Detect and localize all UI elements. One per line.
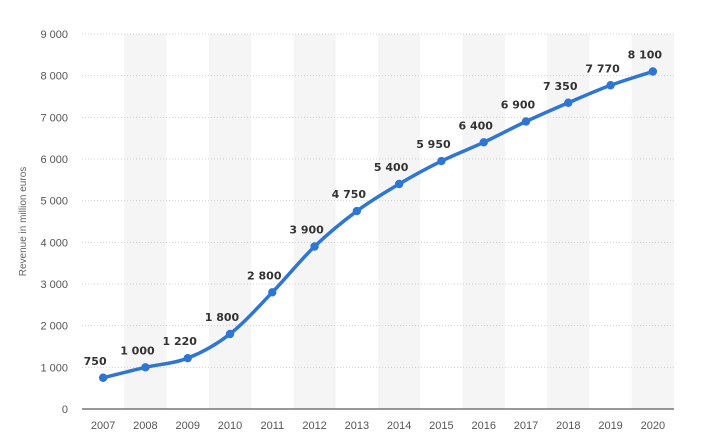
y-tick-label: 3 000 [40,279,68,291]
data-label: 8 100 [628,49,663,62]
data-label: 1 220 [162,335,197,348]
column-band [124,34,167,409]
x-tick-label: 2015 [429,420,453,432]
x-tick-label: 2019 [598,420,622,432]
data-point[interactable] [437,156,446,166]
y-tick-label: 0 [62,404,68,416]
data-label: 4 750 [332,188,367,201]
column-band [378,34,421,409]
data-label: 750 [84,355,107,368]
data-label: 1 000 [120,344,155,357]
y-axis-label: Revenue in million euros [18,167,29,277]
x-tick-label: 2020 [641,420,665,432]
x-axis-ticks: 2007 2008 2009 2010 2011 2012 2013 2014 2015 2016… [91,420,665,432]
x-tick-label: 2011 [260,420,284,432]
x-tick-label: 2009 [175,420,199,432]
data-point[interactable] [564,98,573,107]
data-label: 6 900 [501,99,536,112]
data-point[interactable] [268,288,277,297]
column-band [208,34,252,409]
x-tick-label: 2007 [91,420,115,432]
y-tick-label: 9 000 [40,29,68,41]
data-label: 7 350 [543,80,578,93]
y-tick-label: 5 000 [40,196,68,208]
data-point[interactable] [141,363,150,372]
data-point[interactable] [183,353,192,363]
data-point[interactable] [352,206,362,216]
data-label: 2 800 [247,269,282,282]
data-point[interactable] [521,117,531,126]
data-labels: 750 1 000 1 220 1 800 2 800 3 900 4 750 5 400 5 … [84,49,663,368]
y-tick-label: 1 000 [40,362,68,374]
column-band [631,34,674,409]
column-band [293,34,336,409]
data-label: 5 400 [374,161,409,174]
data-points [98,67,658,382]
data-label: 5 950 [416,138,451,151]
x-tick-label: 2010 [218,420,242,432]
data-label: 7 770 [585,62,620,75]
y-tick-label: 4 000 [40,237,68,249]
data-label: 6 400 [458,119,493,132]
x-tick-label: 2016 [471,420,495,432]
data-point[interactable] [98,373,108,382]
y-tick-label: 7 000 [40,112,68,124]
data-point[interactable] [479,138,488,147]
x-tick-label: 2008 [133,420,157,432]
y-tick-label: 6 000 [40,154,68,166]
y-tick-label: 8 000 [40,71,68,83]
column-band [462,34,505,409]
x-tick-label: 2012 [302,420,326,432]
column-bands [124,34,674,409]
data-point[interactable] [310,242,319,251]
x-tick-label: 2018 [556,420,580,432]
data-point[interactable] [394,179,404,189]
x-tick-label: 2014 [387,420,411,432]
data-point[interactable] [606,81,615,90]
data-point[interactable] [648,67,658,76]
data-point[interactable] [225,329,235,339]
data-label: 1 800 [205,311,240,324]
x-tick-label: 2017 [514,420,538,432]
y-tick-label: 2 000 [40,321,68,333]
data-label: 3 900 [289,224,324,237]
y-axis-ticks: 0 1 000 2 000 3 000 4 000 5 000 6 000 7 000 8 00… [40,29,68,416]
x-tick-label: 2013 [345,420,369,432]
